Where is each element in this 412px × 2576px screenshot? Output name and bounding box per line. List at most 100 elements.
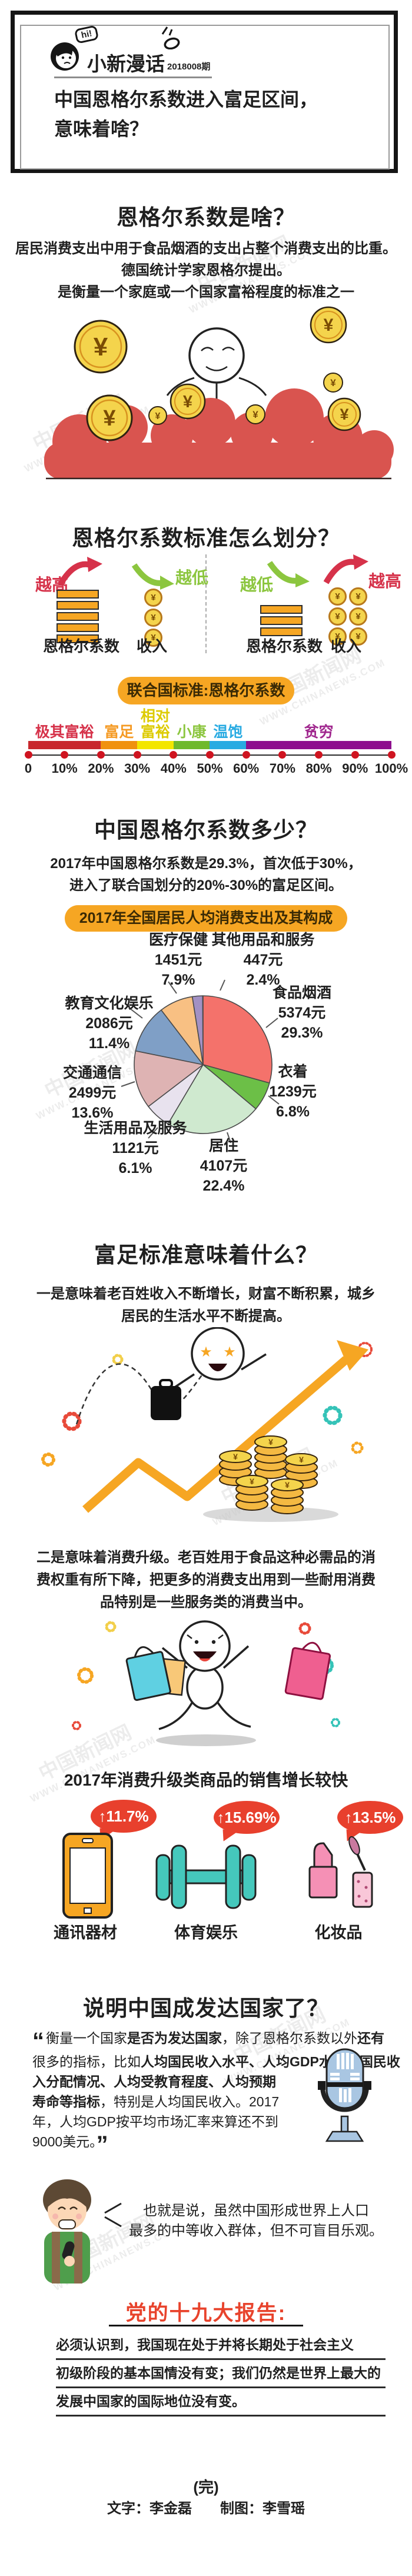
coin-symbol: ¥ xyxy=(285,1480,290,1490)
party-report-text: 必须认识到，我国现在处于并将长期处于社会主义 初级阶段的基本国情没有变；我们仍然… xyxy=(56,2332,386,2417)
quote-segment: 很多的指标，比如 xyxy=(32,2054,141,2069)
coin-icon xyxy=(254,1435,287,1448)
pie-label-housing: 居住 4107元 22.4% xyxy=(200,1138,248,1194)
red-up-arrow-icon xyxy=(323,554,368,584)
scale-tick-label: 100% xyxy=(374,761,408,776)
report-line3: 发展中国家的国际地位没有变。 xyxy=(56,2388,386,2417)
growth-bubble-sports: ↑15.69% xyxy=(214,1801,280,1834)
credits: 文字：李金磊 制图：李雪瑶 xyxy=(107,2501,305,2517)
coin-symbol: ¥ xyxy=(268,1437,273,1447)
quote-line: 入分配情况、人均受教育程度、人均预期 xyxy=(32,2070,276,2090)
quote-segment: 入分配情况、人均受教育程度、人均预期 xyxy=(32,2074,276,2089)
coin-icon: ¥ xyxy=(144,589,162,607)
scale-color-bar xyxy=(28,741,391,749)
green-down-arrow-icon xyxy=(267,561,310,587)
right-income-label: 收入 xyxy=(330,637,361,655)
scale-dot xyxy=(315,751,323,759)
pie-label-other: 其他用品和服务 447元 2.4% xyxy=(211,932,315,988)
scale-dot xyxy=(351,751,359,759)
coin-symbol: ¥ xyxy=(250,1477,254,1486)
svg-text:¥: ¥ xyxy=(330,377,336,388)
right-engel-lower-label: 越低 xyxy=(240,576,274,594)
coin-icon: ¥ xyxy=(328,627,347,646)
scale-tick-label: 0 xyxy=(24,761,32,776)
svg-text:¥: ¥ xyxy=(155,411,161,421)
coin-icon xyxy=(235,1475,268,1488)
un-standard-pill: 联合国标准:恩格尔系数 xyxy=(118,677,294,704)
scale-segment xyxy=(173,741,210,749)
scale-segment xyxy=(101,741,138,749)
green-down-arrow-icon xyxy=(131,563,174,590)
section4-p1-line1: 一是意味着老百姓收入不断增长，财富不断积累，城乡 xyxy=(36,1286,376,1302)
quote-segment: 寿命等指标 xyxy=(32,2094,100,2109)
pie-label-transport: 交通通信 2499元 13.6% xyxy=(62,1065,122,1121)
party-report-heading: 党的十九大报告: xyxy=(125,2302,287,2325)
scale-tier-label: 温饱 xyxy=(213,724,243,740)
coin-icon xyxy=(285,1453,318,1466)
pie-slice-4 xyxy=(134,1050,204,1108)
quote-segment: ，特别是人均国民收入。2017 xyxy=(100,2094,280,2109)
svg-text:¥: ¥ xyxy=(103,406,115,431)
scale-tier-label: 极其富裕 xyxy=(35,724,94,740)
income-growth-illustration: ★ ★ ¥ ¥ ¥ ¥ ¥ xyxy=(41,1327,373,1522)
scale-segment xyxy=(137,741,174,749)
heading-underline xyxy=(109,2325,303,2326)
pie-leader-lines xyxy=(121,979,280,1144)
pie-slice-0 xyxy=(202,995,273,1084)
page-title-line1: 中国恩格尔系数进入富足区间， xyxy=(54,89,318,110)
section3-text-line1: 2017年中国恩格尔系数是29.3%，首次低于30%， xyxy=(50,856,362,872)
coin-icon: ¥ xyxy=(144,629,162,647)
section6-heading: 说明中国成发达国家了？ xyxy=(83,1996,329,2020)
coin-stack-icons: ¥ ¥ ¥ ¥ ¥ xyxy=(219,1435,318,1514)
up-arrow-icon: ↑ xyxy=(344,1809,353,1826)
sparkle-bean-icon xyxy=(161,26,180,49)
quote-segment: 是否为发达国家 xyxy=(127,2030,222,2046)
header-inner-frame: hi! 小新漫话 2018008期 中国恩格尔系数进入富足区间， 意味着啥？ xyxy=(20,25,390,169)
scale-dot xyxy=(387,751,396,759)
scale-tick-label: 60% xyxy=(233,761,260,776)
pie-label-daily-goods: 生活用品及服务 1121元 6.1% xyxy=(84,1120,187,1176)
quote-mark: ” xyxy=(96,2132,108,2158)
scale-dot xyxy=(242,751,250,759)
coin-icon: ¥ xyxy=(144,609,162,627)
section4-p2-line1: 二是意味着消费升级。老百姓用于食品这种必需品的消 xyxy=(36,1550,376,1565)
scale-tick-label: 90% xyxy=(342,761,368,776)
scale-dot xyxy=(133,751,141,759)
phone-icon xyxy=(62,1833,113,1919)
pie-label-medical: 医疗保健 1451元 7.9% xyxy=(148,932,208,988)
svg-text:¥: ¥ xyxy=(324,315,334,335)
section5-heading: 2017年消费升级类商品的销售增长较快 xyxy=(64,1771,348,1789)
report-line1: 必须认识到，我国现在处于并将长期处于社会主义 xyxy=(56,2332,386,2360)
right-engel-label: 恩格尔系数 xyxy=(245,637,323,655)
speech-text-line1: 也就是说，虽然中国形成世界上人口 xyxy=(143,2203,369,2219)
product-label-phone: 通讯器材 xyxy=(54,1924,117,1942)
quote-segment: 年，人均GDP按平均市场汇率来算还不到 xyxy=(32,2114,278,2129)
section1-text-line3: 是衡量一个家庭或一个国家富裕程度的标准之一 xyxy=(58,284,354,300)
scale-tick-label: 40% xyxy=(160,761,187,776)
income-coins-high: ¥ ¥ ¥ ¥ ¥ ¥ xyxy=(328,587,367,647)
coin-icon xyxy=(219,1450,252,1463)
scale-segment xyxy=(210,741,247,749)
brand-title: 小新漫话 xyxy=(87,53,165,75)
left-income-lower-label: 越低 xyxy=(175,569,209,587)
section3-text-line2: 进入了联合国划分的20%-30%的富足区间。 xyxy=(69,877,343,893)
left-engel-label: 恩格尔系数 xyxy=(42,637,119,655)
quote-line: “衡量一个国家是否为发达国家，除了恩格尔系数以外还有 xyxy=(32,2027,384,2055)
pie-label-food: 食品烟酒 5374元 29.3% xyxy=(272,985,331,1041)
quote-line: 年，人均GDP按平均市场汇率来算还不到 xyxy=(32,2110,278,2130)
engel-scale-chart: 极其富裕 富足 相对 富裕 小康 温饱 贫穷 0 10% 20% 30% 40% 50% 60% 70% 8… xyxy=(24,709,408,777)
scale-tick-label: 20% xyxy=(88,761,114,776)
section3-heading: 中国恩格尔系数多少？ xyxy=(94,818,318,842)
scale-dot xyxy=(97,751,105,759)
pie-slice-7 xyxy=(191,995,204,1065)
svg-text:★: ★ xyxy=(223,1344,236,1360)
shopping-illustration xyxy=(72,1620,340,1746)
svg-text:¥: ¥ xyxy=(94,333,108,361)
mascot-face-icon xyxy=(51,42,79,71)
report-line2: 初级阶段的基本国情没有变；我们仍然是世界上最大的 xyxy=(56,2360,386,2388)
microphone-icon xyxy=(318,2048,371,2142)
coin-icon: ¥ xyxy=(349,627,367,646)
dumbbell-icon xyxy=(155,1844,257,1909)
panel-divider xyxy=(205,554,207,653)
pie-slice-5 xyxy=(135,1009,204,1066)
